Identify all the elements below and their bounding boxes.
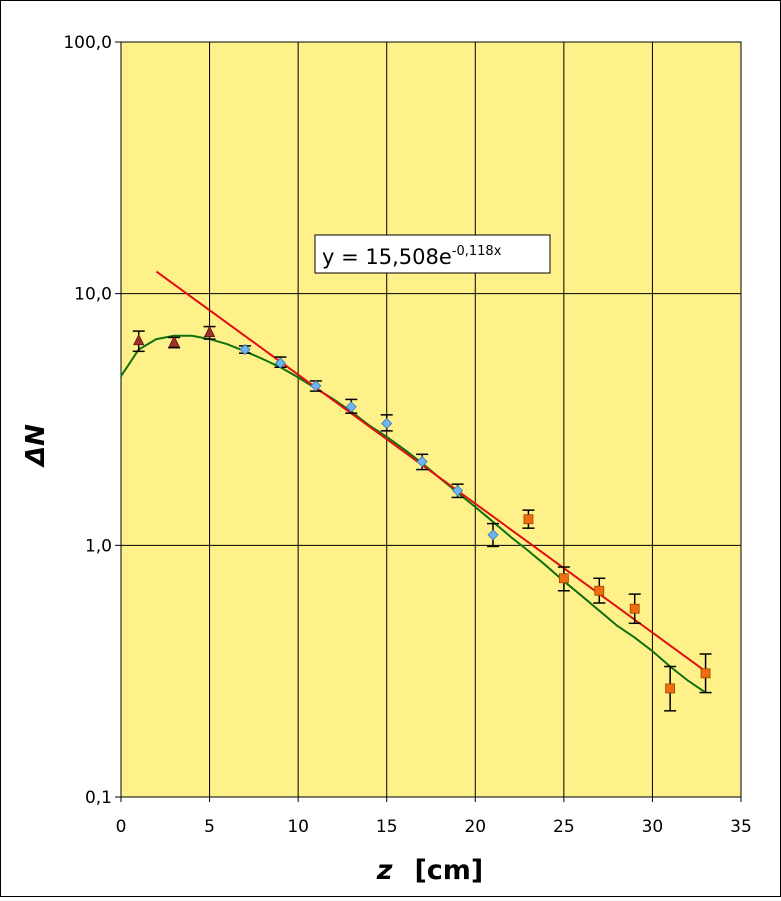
x-tick-label: 0: [116, 817, 127, 837]
data-point: [628, 593, 641, 625]
x-tick-label: 5: [204, 817, 215, 837]
diamond-marker: [416, 456, 428, 468]
plot-area: [120, 41, 742, 798]
data-point: [345, 398, 358, 414]
diamond-marker: [452, 485, 464, 497]
diamond-marker: [345, 401, 357, 413]
square-marker: [700, 668, 711, 679]
data-point: [522, 509, 535, 529]
data-point: [203, 325, 216, 340]
exponential-fit-line: [155, 270, 707, 673]
data-point: [557, 566, 570, 592]
fit-label-exponent: -0,118x: [452, 244, 502, 259]
diamond-marker: [310, 380, 322, 392]
fit-label-base: y = 15,508e: [322, 245, 452, 269]
square-marker: [523, 514, 534, 525]
fit-label-box: y = 15,508e-0,118x: [314, 234, 551, 274]
data-point: [487, 522, 499, 548]
x-tick-label: 30: [642, 817, 664, 837]
data-point: [593, 577, 606, 604]
triangle-marker: [203, 325, 216, 338]
x-tick-label: 20: [464, 817, 486, 837]
y-tick-label: 10,0: [74, 285, 112, 305]
x-tick-label: 10: [287, 817, 309, 837]
square-marker: [594, 585, 605, 596]
x-axis-title-var: z: [376, 855, 393, 886]
y-tick-label: 0,1: [85, 788, 112, 808]
square-marker: [665, 683, 676, 694]
diamond-marker: [274, 357, 286, 369]
data-point: [309, 380, 322, 392]
triangle-marker: [168, 335, 180, 347]
x-tick-label: 35: [730, 817, 752, 837]
svg-text:y = 15,508e-0,118x: y = 15,508e-0,118x: [322, 244, 502, 269]
y-tick-label: 1,0: [85, 536, 112, 556]
data-point: [664, 665, 677, 712]
data-point: [239, 343, 251, 356]
data-point: [451, 483, 464, 499]
square-marker: [629, 603, 640, 614]
triangle-marker: [133, 333, 145, 346]
tick-labels: 0 5 10 15 20 25 30 35 0,1 1,0 10,0 100,0: [63, 33, 751, 837]
data-point: [274, 356, 287, 369]
data-point: [699, 653, 712, 694]
x-axis-title-unit: [cm]: [414, 855, 483, 886]
data-point: [416, 453, 429, 471]
y-axis-title: ΔN: [21, 424, 51, 468]
x-tick-label: 25: [553, 817, 575, 837]
data-points: [132, 325, 712, 712]
diamond-marker: [487, 529, 499, 541]
x-axis-title: z [cm]: [376, 855, 484, 886]
diamond-marker: [239, 343, 251, 356]
y-tick-label: 100,0: [63, 33, 112, 53]
diamond-marker: [381, 417, 393, 430]
x-tick-label: 15: [376, 817, 398, 837]
data-point: [380, 414, 393, 432]
square-marker: [558, 573, 569, 584]
data-point: [168, 335, 181, 349]
data-point: [132, 330, 145, 353]
curves: [120, 270, 707, 694]
model-curve: [120, 334, 707, 694]
